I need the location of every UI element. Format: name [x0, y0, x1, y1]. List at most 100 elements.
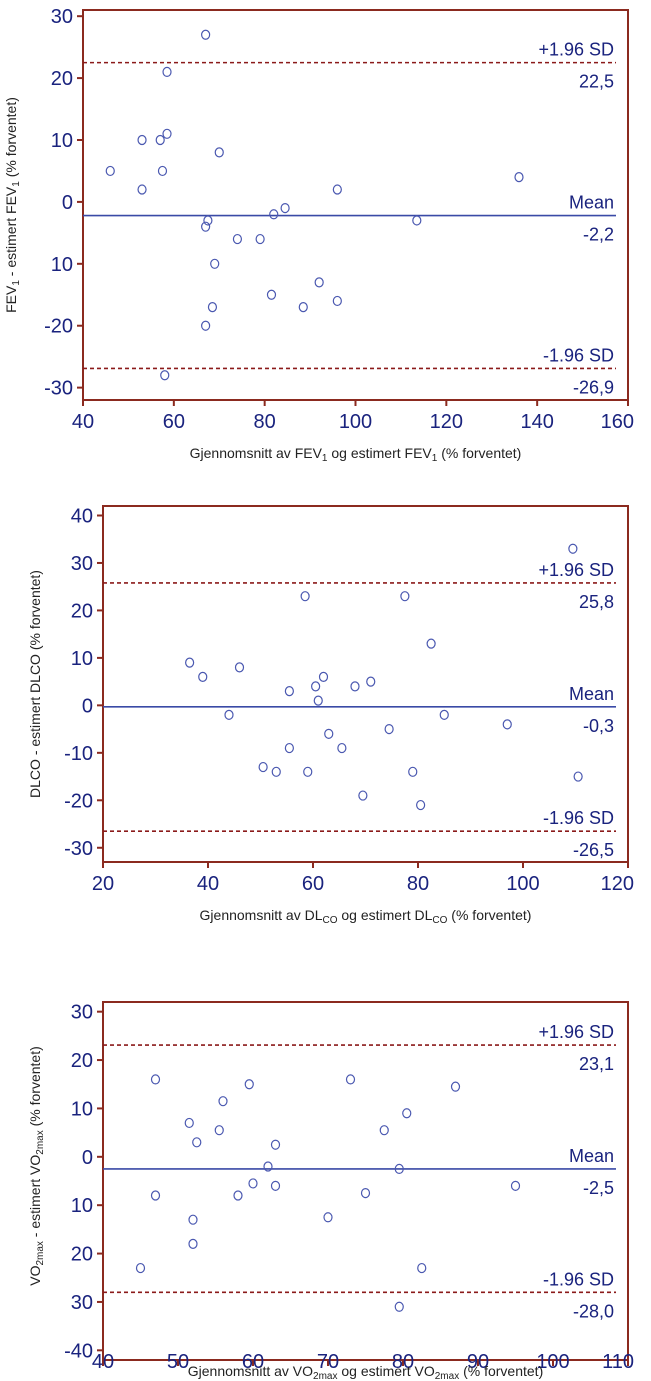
plot-frame: [102, 505, 629, 863]
data-point: [201, 320, 211, 331]
upper-limit-line-label: +1.96 SD: [538, 40, 614, 60]
data-point: [198, 671, 208, 682]
x-axis-label-post: (% forventet): [437, 445, 521, 461]
y-axis-label-mid: - estimert VO: [27, 1155, 43, 1241]
data-point: [150, 1190, 161, 1201]
data-point: [224, 709, 234, 720]
y-tick-label: 30: [71, 553, 93, 575]
data-point: [323, 1212, 333, 1223]
y-axis-label-sub2: 1: [11, 181, 22, 187]
data-point: [502, 719, 512, 730]
data-point: [234, 662, 245, 673]
data-point: [417, 1262, 427, 1274]
data-point: [426, 638, 436, 649]
y-tick-label: 40: [71, 505, 93, 527]
mean-line-value: -0,3: [583, 716, 614, 736]
data-point: [400, 591, 410, 602]
y-tick-label: -30: [44, 378, 73, 400]
x-tick-label: 40: [72, 411, 94, 433]
x-tick-label: 120: [430, 411, 463, 433]
data-point: [258, 761, 268, 773]
y-tick-label: 20: [71, 600, 93, 622]
data-point: [192, 1137, 202, 1148]
x-axis-label-pre: Gjennomsnitt av VO: [188, 1363, 313, 1379]
data-point: [408, 766, 418, 777]
data-point: [345, 1074, 356, 1085]
data-point: [135, 1262, 146, 1274]
x-axis-label-post: (% forventet): [447, 907, 531, 923]
data-point: [203, 215, 213, 226]
data-point: [402, 1108, 412, 1119]
data-point: [366, 676, 376, 687]
data-point: [162, 128, 172, 139]
data-point: [360, 1187, 371, 1199]
y-axis-label-pre: VO: [27, 1265, 43, 1285]
x-tick-label: 60: [242, 1351, 264, 1373]
x-tick-label: 160: [601, 411, 634, 433]
x-tick-label: 140: [520, 411, 553, 433]
data-point: [150, 1074, 161, 1085]
data-point: [450, 1081, 461, 1092]
data-point: [214, 1125, 224, 1136]
y-tick-label: -10: [64, 743, 93, 765]
lower-limit-line-value: -26,9: [573, 377, 614, 397]
data-point: [412, 215, 422, 226]
lower-limit-line-value: -28,0: [573, 1301, 614, 1321]
x-tick-label: 100: [506, 873, 539, 895]
data-point: [270, 1180, 281, 1191]
data-point: [201, 29, 211, 40]
x-tick-label: 100: [536, 1351, 569, 1373]
lower-limit-line-label: -1.96 SD: [543, 808, 614, 828]
data-point: [244, 1079, 254, 1090]
x-axis-label-pre: Gjennomsnitt av FEV: [190, 445, 323, 461]
x-axis-label: Gjennomsnitt av FEV1 og estimert FEV1 (%…: [190, 445, 522, 464]
data-point: [207, 302, 218, 313]
data-point: [255, 233, 265, 245]
y-tick-label: 0: [82, 1147, 93, 1169]
data-point: [332, 295, 342, 307]
data-point: [573, 771, 583, 782]
x-tick-label: 20: [92, 873, 114, 895]
mean-line-label: Mean: [569, 684, 614, 704]
data-point: [311, 681, 321, 692]
y-axis-label-pre: FEV: [3, 285, 19, 313]
y-tick-label: -30: [64, 838, 93, 860]
data-point: [318, 671, 329, 682]
data-point: [379, 1125, 389, 1136]
data-point: [314, 277, 324, 288]
data-point: [284, 742, 294, 754]
data-point: [313, 695, 323, 706]
y-tick-label: 0: [62, 192, 73, 214]
x-tick-label: 120: [601, 873, 634, 895]
data-point: [266, 289, 277, 300]
y-tick-label: 10: [51, 130, 73, 152]
data-point: [232, 233, 243, 245]
upper-limit-line-value: 22,5: [579, 72, 614, 92]
data-point: [568, 543, 578, 554]
data-point: [263, 1161, 273, 1172]
data-point: [210, 258, 220, 269]
data-point: [358, 790, 368, 801]
lower-limit-line-label: -1.96 SD: [543, 345, 614, 365]
y-tick-label: -40: [64, 1340, 93, 1362]
x-axis-label-sub2: 2max: [435, 1371, 459, 1381]
x-tick-label: 90: [467, 1351, 489, 1373]
data-point: [337, 742, 347, 754]
data-point: [214, 147, 224, 158]
lower-limit-line-value: -26,5: [573, 840, 614, 860]
data-point: [280, 202, 290, 214]
data-point: [188, 1238, 198, 1249]
y-tick-label: -20: [64, 790, 93, 812]
x-axis-label-mid: og estimert DL: [337, 907, 432, 923]
data-point: [105, 165, 115, 177]
data-point: [303, 766, 313, 777]
data-point: [218, 1096, 228, 1107]
x-axis-label-sub1: 1: [322, 453, 328, 464]
data-point: [332, 184, 342, 195]
data-point: [188, 1214, 198, 1225]
x-tick-label: 110: [602, 1351, 634, 1373]
y-axis-label-pre: DLCO - estimert DLCO (% forventet): [27, 570, 43, 798]
x-axis-label-sub1: CO: [322, 915, 337, 926]
